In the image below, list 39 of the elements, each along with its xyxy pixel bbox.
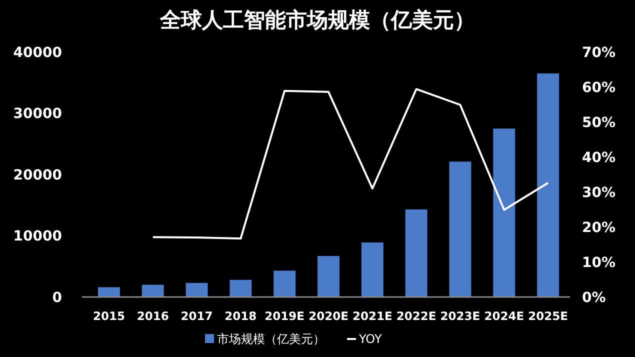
y2-tick-label: 50% (582, 114, 616, 131)
bar (493, 128, 516, 297)
x-tick-label: 2019E (264, 309, 305, 323)
bar (449, 162, 472, 297)
y2-tick-label: 0% (582, 290, 606, 306)
y-tick-label: 30000 (13, 106, 62, 122)
legend-label: YOY (358, 332, 382, 346)
y-tick-label: 10000 (13, 228, 62, 245)
y-tick-label: 20000 (13, 167, 62, 184)
x-tick-label: 2024E (484, 309, 524, 323)
bar (274, 270, 296, 297)
bar (186, 282, 208, 297)
chart-title: 全球人工智能市场规模（亿美元） (159, 8, 475, 32)
x-tick-label: 2021E (352, 309, 392, 323)
y-tick-label: 40000 (13, 44, 62, 61)
bar (537, 73, 560, 297)
x-tick-label: 2016 (136, 309, 169, 323)
x-tick-label: 2017 (180, 309, 213, 323)
bar (405, 209, 428, 297)
line-series (152, 88, 550, 240)
x-tick-label: 2025E (528, 309, 568, 323)
y2-tick-label: 40% (582, 150, 616, 166)
y2-tick-label: 30% (582, 184, 616, 201)
x-tick-label: 2023E (440, 309, 480, 323)
y2-tick-label: 60% (582, 80, 616, 96)
bar (230, 280, 252, 297)
bar (142, 284, 164, 297)
legend-label: 市场规模（亿美元） (217, 332, 325, 346)
y-tick-label: 0 (52, 290, 62, 306)
x-tick-label: 2018 (224, 309, 257, 323)
y2-tick-label: 20% (582, 220, 616, 236)
bar (361, 242, 384, 297)
y2-tick-label: 70% (582, 44, 616, 61)
x-tick-label: 2020E (308, 309, 349, 323)
x-tick-label: 2015 (92, 309, 125, 323)
y2-tick-label: 10% (582, 254, 616, 271)
bar (98, 287, 120, 297)
x-tick-label: 2022E (396, 309, 436, 323)
bar (318, 256, 340, 297)
